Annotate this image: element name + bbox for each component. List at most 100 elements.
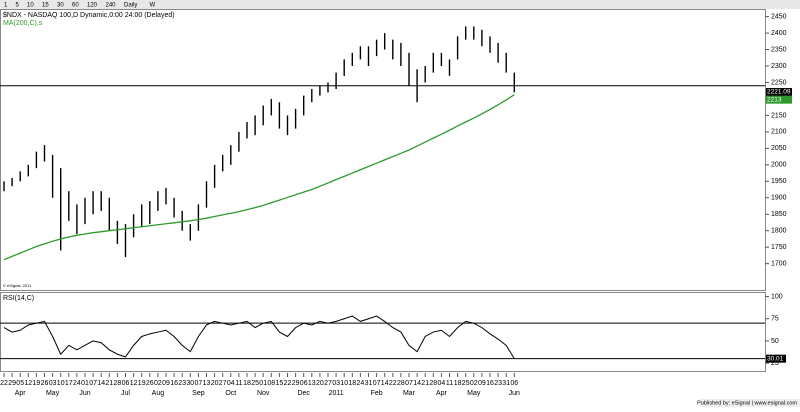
month-label: May [46,390,60,397]
month-label: Jun [79,390,90,397]
month-label: Feb [371,390,383,397]
x-tick-label: 03 [49,380,57,387]
x-tick-label: 19 [138,380,146,387]
x-tick-label: 02 [470,380,478,387]
x-tick-label: 07 [89,380,97,387]
ma-label-box [766,95,792,104]
toolbar-button[interactable]: 15 [42,3,49,9]
x-tick-label: 11 [235,380,242,387]
month-label: Mar [403,390,416,397]
x-tick-label: 08 [267,380,275,387]
x-tick-label: 18 [243,380,251,387]
x-tick-label: 05 [16,380,24,387]
rsi-title: RSI(14,C) [3,295,34,302]
y-tick-label: 50 [771,338,779,345]
y-tick-label: 2450 [771,13,787,20]
x-tick-label: 02 [154,380,162,387]
x-tick-label: 16 [170,380,178,387]
toolbar-button[interactable]: 30 [57,3,64,9]
price-label-box [766,87,792,96]
x-tick-label: 28 [114,380,122,387]
x-tick-label: 23 [178,380,186,387]
x-tick-label: 22 [389,380,397,387]
y-tick-label: 1750 [771,244,787,251]
x-tick-label: 06 [300,380,308,387]
last-price: 2221.09 [767,89,791,96]
x-tick-label: 17 [65,380,73,387]
y-tick-label: 2350 [771,46,787,53]
x-tick-label: 21 [421,380,429,387]
last-rsi: 30.01 [767,355,784,362]
x-tick-label: 20 [211,380,219,387]
x-tick-label: 19 [33,380,41,387]
x-tick-label: 09 [162,380,170,387]
month-label: 2011 [329,390,344,397]
y-tick-label: 2250 [771,79,787,86]
y-tick-label: 1850 [771,211,787,218]
footer-bg [700,399,800,407]
month-label: Sep [192,390,205,397]
y-tick-label: 1700 [771,260,787,267]
x-tick-label: 03 [332,380,340,387]
x-tick-label: 10 [57,380,65,387]
x-tick-label: 14 [381,380,389,387]
x-tick-label: 21 [105,380,113,387]
x-tick-label: 16 [486,380,494,387]
x-tick-label: 07 [373,380,381,387]
toolbar-button[interactable]: 120 [87,3,98,9]
month-label: Apr [436,390,448,397]
month-label: Jul [121,390,130,397]
x-tick-label: 13 [203,380,211,387]
ma-line [3,94,515,261]
rsi-panel [0,292,766,372]
rsi-line [3,315,515,359]
footer: Published by: eSignal | www.esignal.com [697,400,797,406]
copyright: © eSignal, 2011 [3,283,32,288]
x-tick-label: 10 [340,380,348,387]
x-tick-label: 29 [292,380,300,387]
x-tick-label: 23 [494,380,502,387]
x-tick-label: 30 [186,380,194,387]
y-tick-label: 2050 [771,145,787,152]
x-tick-label: 25 [462,380,470,387]
toolbar-bg [0,0,800,9]
x-tick-label: 26 [41,380,49,387]
y-tick-label: 2150 [771,112,787,119]
x-tick-label: 13 [308,380,316,387]
x-tick-label: 20 [316,380,324,387]
toolbar-button[interactable]: 1 [4,3,8,9]
month-label: Jun [509,390,520,397]
y-tick-label: 1900 [771,195,787,202]
y-tick-label: 2000 [771,162,787,169]
toolbar-button[interactable]: 10 [27,3,34,9]
x-tick-label: 26 [146,380,154,387]
month-label: May [467,390,481,397]
y-tick-label: 75 [771,316,779,323]
price-panel [0,9,766,291]
y-tick-label: 100 [771,293,783,300]
month-label: Dec [297,390,310,397]
x-tick-label: 24 [73,380,81,387]
month-label: Aug [152,390,165,397]
x-tick-label: 01 [81,380,89,387]
ma-label: MA(200,C),s [3,20,43,27]
toolbar-button[interactable]: W [150,3,156,9]
toolbar-button[interactable]: 60 [72,3,79,9]
month-label: Apr [15,390,27,397]
y-tick-label: 1800 [771,228,787,235]
y-tick-label: 1950 [771,178,787,185]
x-tick-label: 07 [405,380,413,387]
toolbar-button[interactable]: 5 [16,3,20,9]
x-tick-label: 24 [357,380,365,387]
x-tick-label: 14 [413,380,421,387]
x-tick-label: 22 [0,380,8,387]
x-tick-label: 04 [227,380,235,387]
toolbar-button[interactable]: 240 [106,3,117,9]
x-tick-label: 04 [438,380,446,387]
toolbar-button[interactable]: Daily [124,3,137,9]
x-tick-label: 15 [276,380,284,387]
x-tick-label: 18 [348,380,356,387]
y-tick-label: 2100 [771,129,787,136]
x-tick-label: 07 [195,380,203,387]
